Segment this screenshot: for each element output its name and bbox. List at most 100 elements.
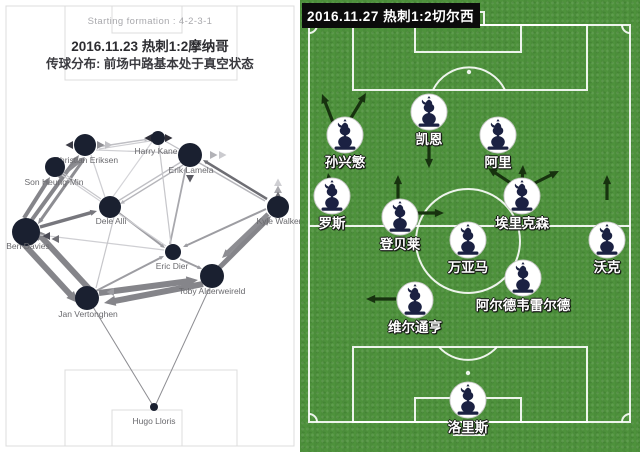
passing-network-canvas: Christian Eriksen Harry Kane Erik Lamela So… [5,5,300,447]
pitch-line [308,24,631,423]
player-node-lloris [150,403,158,411]
player-node-eriksen [74,134,96,156]
player-node-kane [151,131,165,145]
pass-edge [224,212,270,257]
arrowhead-icon [222,249,231,258]
pitch-arc [438,346,498,361]
pass-edge [185,208,267,247]
pass-edge [110,281,204,305]
player-node-label: Kyle Walker [256,216,300,226]
pitch-outline [111,409,183,447]
arrowhead-icon [183,167,188,172]
player-node-alli [99,196,121,218]
pass-edge [36,232,96,296]
chevron-icon [274,185,282,193]
arrowhead-icon [325,173,334,183]
pitch-arc [621,24,631,34]
arrowhead-icon [321,94,330,104]
pass-edge [90,154,106,198]
chevron-icon [210,151,218,159]
pitch-line [414,24,522,53]
arrowhead-icon [78,157,85,163]
chevron-icon [144,134,152,142]
player-node-davies [12,218,40,246]
passing-network-panel: Christian Eriksen Harry Kane Erik Lamela So… [0,0,300,452]
pitch-outline [111,5,183,34]
pass-edge [58,158,84,180]
run-arrow [322,98,336,126]
arrowhead-icon [549,171,559,179]
chevron-icon [105,141,113,149]
pass-edge [95,149,178,154]
arrowhead-icon [159,256,164,260]
pass-edge [179,258,200,269]
pass-edge [195,160,266,202]
pass-edge [95,216,115,289]
arrowhead-icon [434,208,444,218]
pass-edge [38,158,86,223]
pitch-line [414,397,522,423]
arrowhead-icon [104,295,117,306]
run-arrow [528,171,556,188]
arrowhead-icon [602,175,612,185]
pass-edge [164,140,180,150]
player-node-vertonghen [75,286,99,310]
player-node-lamela [178,143,202,167]
pass-edge [89,301,153,405]
pass-edge [98,140,151,150]
pass-edge [39,210,94,229]
chevron-icon [106,288,114,296]
pass-edge [204,160,268,201]
arrowhead-icon [424,158,434,168]
arrowhead-icon [120,199,125,204]
pass-edge [169,169,187,245]
chevron-icon [186,175,194,183]
arrowhead-icon [197,265,202,269]
pitch-line [352,24,588,91]
player-node-label: Son Heung-Min [24,177,83,187]
arrowhead-icon [89,209,97,216]
formation-label: Starting formation : 4-2-3-1 [87,16,213,27]
pass-edge [98,277,192,296]
player-node-dier [165,244,181,260]
pass-edge [217,218,269,270]
pitch-arc [621,413,631,423]
formation-pitch-panel: 2016.11.27 热刺1:2切尔西 凯恩 孙兴慜 阿里 罗斯 登贝莱 埃里克森 万亚马沃… [300,0,640,452]
right-match-title: 2016.11.27 热刺1:2切尔西 [302,3,481,28]
arrowhead-icon [357,93,366,103]
arrowhead-icon [183,243,188,247]
pitch-line [453,421,485,436]
player-node-toby [200,264,224,288]
player-node-son [45,157,65,177]
arrowhead-icon [42,177,50,186]
pitch-arc [308,413,318,423]
pass-edge [111,141,153,199]
arrowhead-icon [366,294,376,304]
pass-edge [22,179,50,220]
player-node-walker [267,196,289,218]
run-arrow [346,96,365,124]
left-match-title: 2016.11.23 热刺1:2摩纳哥 [71,39,229,54]
player-node-label: Eric Dier [156,261,189,271]
pass-edge [155,288,210,405]
pitch-line [352,346,588,423]
pass-edge [62,172,102,200]
chevron-icon [219,151,227,159]
player-node-label: Christian Eriksen [54,155,119,165]
chevron-icon [42,232,50,240]
arrowhead-icon [393,175,403,185]
pass-edge [95,256,163,292]
pitch-arc [432,66,506,91]
penalty-spot [465,370,471,376]
chevron-icon [165,134,173,142]
arrowhead-icon [261,216,271,226]
player-node-label: Dele Alli [96,216,127,226]
arrowhead-icon [160,243,165,248]
arrowhead-icon [66,291,78,303]
arrowhead-icon [518,165,527,175]
center-circle [415,188,521,294]
arrowhead-icon [488,168,498,177]
left-subtitle: 传球分布: 前场中路基本处于真空状态 [46,57,254,71]
pitch-canvas [308,11,631,436]
